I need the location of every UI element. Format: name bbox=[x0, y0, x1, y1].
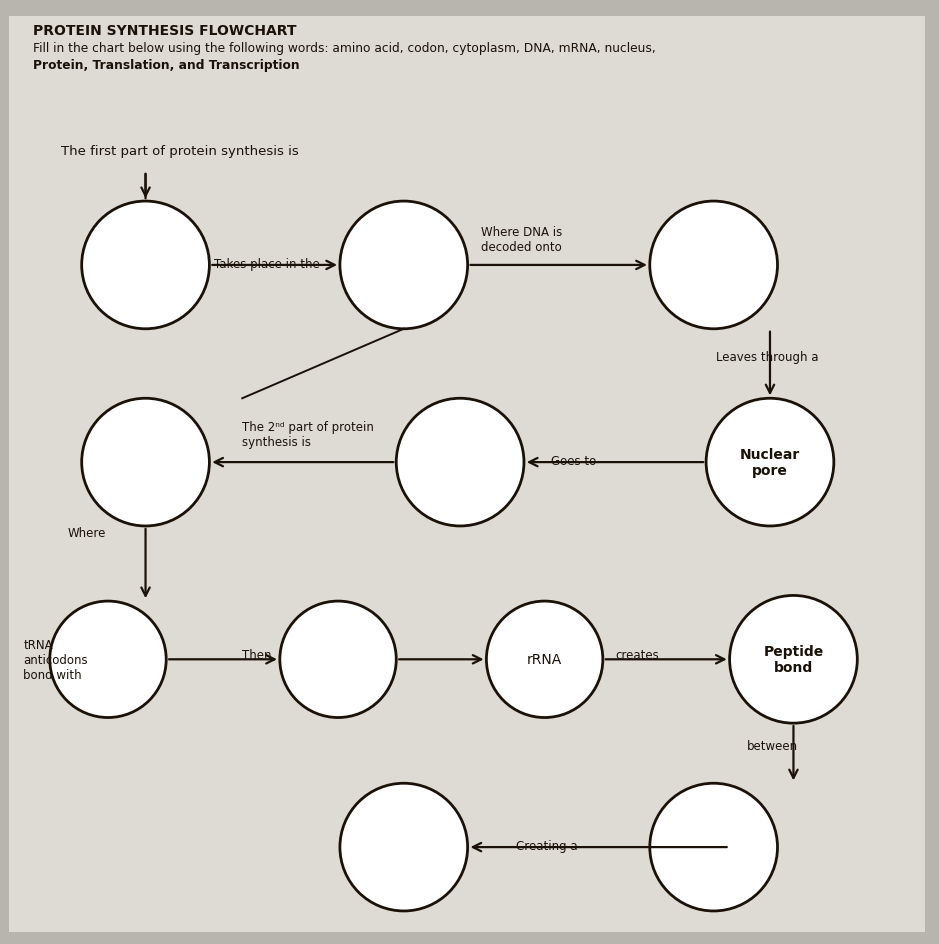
Text: Nuclear
pore: Nuclear pore bbox=[740, 447, 800, 478]
Text: The first part of protein synthesis is: The first part of protein synthesis is bbox=[61, 144, 299, 158]
Text: Goes to: Goes to bbox=[551, 454, 596, 467]
Ellipse shape bbox=[486, 601, 603, 717]
Text: Then: Then bbox=[242, 649, 271, 662]
Ellipse shape bbox=[650, 784, 777, 911]
Text: between: between bbox=[747, 739, 797, 752]
Text: Takes place in the: Takes place in the bbox=[214, 258, 320, 270]
Text: Where DNA is
decoded onto: Where DNA is decoded onto bbox=[481, 226, 562, 253]
Ellipse shape bbox=[706, 398, 834, 527]
Text: Where: Where bbox=[68, 527, 106, 539]
Text: tRNA
anticodons
bond with: tRNA anticodons bond with bbox=[23, 638, 88, 681]
FancyBboxPatch shape bbox=[9, 17, 925, 932]
Text: Fill in the chart below using the following words: amino acid, codon, cytoplasm,: Fill in the chart below using the follow… bbox=[33, 42, 655, 56]
Ellipse shape bbox=[650, 202, 777, 329]
Ellipse shape bbox=[280, 601, 396, 717]
Ellipse shape bbox=[340, 784, 468, 911]
Ellipse shape bbox=[82, 398, 209, 527]
Ellipse shape bbox=[730, 596, 857, 723]
Text: Peptide
bond: Peptide bond bbox=[763, 645, 824, 675]
Text: The 2ⁿᵈ part of protein
synthesis is: The 2ⁿᵈ part of protein synthesis is bbox=[242, 420, 374, 448]
Ellipse shape bbox=[396, 398, 524, 527]
Ellipse shape bbox=[82, 202, 209, 329]
Text: Creating a: Creating a bbox=[516, 839, 577, 851]
Text: rRNA: rRNA bbox=[527, 652, 562, 666]
Text: Protein, Translation, and Transcription: Protein, Translation, and Transcription bbox=[33, 59, 300, 73]
Ellipse shape bbox=[50, 601, 166, 717]
Text: Leaves through a: Leaves through a bbox=[716, 351, 818, 364]
Text: PROTEIN SYNTHESIS FLOWCHART: PROTEIN SYNTHESIS FLOWCHART bbox=[33, 24, 297, 38]
Text: creates: creates bbox=[615, 649, 659, 662]
Ellipse shape bbox=[340, 202, 468, 329]
